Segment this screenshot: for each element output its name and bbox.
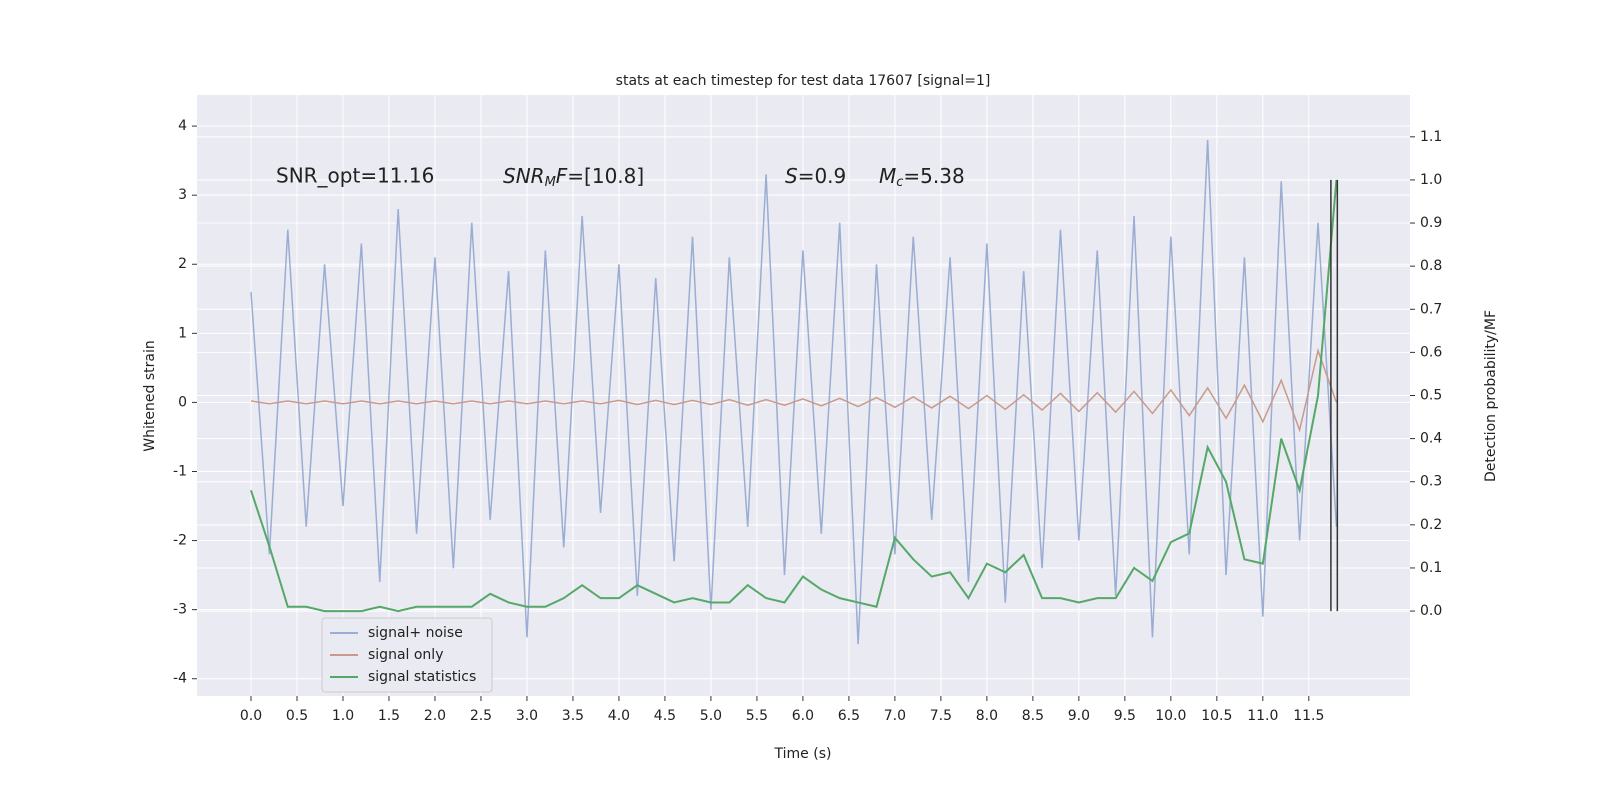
y2-tick-label: 1.1 <box>1420 129 1442 145</box>
x-tick-label: 11.0 <box>1247 708 1278 724</box>
legend-box <box>321 617 493 693</box>
y2-tick-label: 0.6 <box>1420 344 1442 360</box>
x-tick-label: 5.5 <box>746 708 768 724</box>
series-line <box>250 139 1338 645</box>
x-tick-label: 8.5 <box>1022 708 1044 724</box>
x-tick-label: 2.0 <box>424 708 446 724</box>
legend-label: signal+ noise <box>368 625 463 641</box>
y2-tick-label: 0.5 <box>1420 388 1442 404</box>
marks <box>250 139 1339 645</box>
x-tick-label: 3.0 <box>516 708 538 724</box>
legend-label: signal only <box>368 647 443 663</box>
series-line <box>250 179 1338 613</box>
x-tick-label: 1.5 <box>378 708 400 724</box>
y2-tick-label: 0.3 <box>1420 474 1442 490</box>
x-tick-label: 9.5 <box>1114 708 1136 724</box>
annotation: SNR_opt=11.16 <box>276 164 434 188</box>
x-axis-label: Time (s) <box>774 746 832 762</box>
annotation: SNRMF=[10.8] <box>503 164 644 190</box>
y-tick-label: 2 <box>178 256 187 272</box>
legend: signal+ noise signal only signal statistic… <box>321 617 493 693</box>
y-tick-label: 0 <box>178 394 187 410</box>
x-tick-label: 7.5 <box>930 708 952 724</box>
y-tick-label: 1 <box>178 325 187 341</box>
y-tick-label: -3 <box>173 602 187 618</box>
x-tick-label: 11.5 <box>1293 708 1324 724</box>
y-tick-label: -2 <box>173 533 187 549</box>
x-tick-label: 2.5 <box>470 708 492 724</box>
legend-label: signal statistics <box>368 669 476 685</box>
annotation-sub: c <box>896 175 903 190</box>
x-tick-label: 8.0 <box>976 708 998 724</box>
annotation-part: SNR <box>503 164 545 188</box>
y2-tick-label: 0.1 <box>1420 560 1442 576</box>
y2-axis-label: Detection probability/MF <box>1483 310 1499 482</box>
series-line <box>250 347 1338 433</box>
x-tick-label: 0.0 <box>240 708 262 724</box>
x-tick-label: 6.0 <box>792 708 814 724</box>
y-tick-label: 4 <box>178 118 187 134</box>
x-tick-label: 7.0 <box>884 708 906 724</box>
chart-title: stats at each timestep for test data 176… <box>616 73 991 89</box>
x-tick-label: 4.5 <box>654 708 676 724</box>
y2-tick-label: 0.7 <box>1420 301 1442 317</box>
x-tick-label: 3.5 <box>562 708 584 724</box>
annotation-part: S <box>785 164 798 188</box>
annotation-part: =[10.8] <box>567 164 644 188</box>
x-tick-label: 5.0 <box>700 708 722 724</box>
y-axis-label: Whitened strain <box>142 340 158 451</box>
y2-tick-label: 0.2 <box>1420 517 1442 533</box>
annotation: S=0.9 <box>785 164 846 188</box>
annotation-sub: M <box>545 175 556 190</box>
x-tick-label: 10.5 <box>1201 708 1232 724</box>
x-tick-label: 1.0 <box>332 708 354 724</box>
annotation-part: =0.9 <box>798 164 847 188</box>
x-tick-label: 4.0 <box>608 708 630 724</box>
y-tick-label: -4 <box>173 671 187 687</box>
annotation-part: F <box>556 164 568 188</box>
y2-tick-label: 0.0 <box>1420 603 1442 619</box>
x-tick-label: 9.0 <box>1068 708 1090 724</box>
x-tick-label: 0.5 <box>286 708 308 724</box>
annotation-part: M <box>879 164 896 188</box>
y-tick-label: -1 <box>173 463 187 479</box>
y2-tick-label: 0.4 <box>1420 431 1442 447</box>
annotation: Mc=5.38 <box>879 164 965 190</box>
annotation-part: =5.38 <box>903 164 964 188</box>
x-tick-label: 6.5 <box>838 708 860 724</box>
y2-tick-label: 1.0 <box>1420 172 1442 188</box>
y-tick-label: 3 <box>178 187 187 203</box>
ticks: 0.0 0.5 1.0 1.5 2.0 2.5 3.0 3.5 4.0 4.5 5.0 5.5 6.0 6… <box>173 118 1442 724</box>
x-tick-label: 10.0 <box>1155 708 1186 724</box>
y2-tick-label: 0.9 <box>1420 215 1442 231</box>
y2-tick-label: 0.8 <box>1420 258 1442 274</box>
